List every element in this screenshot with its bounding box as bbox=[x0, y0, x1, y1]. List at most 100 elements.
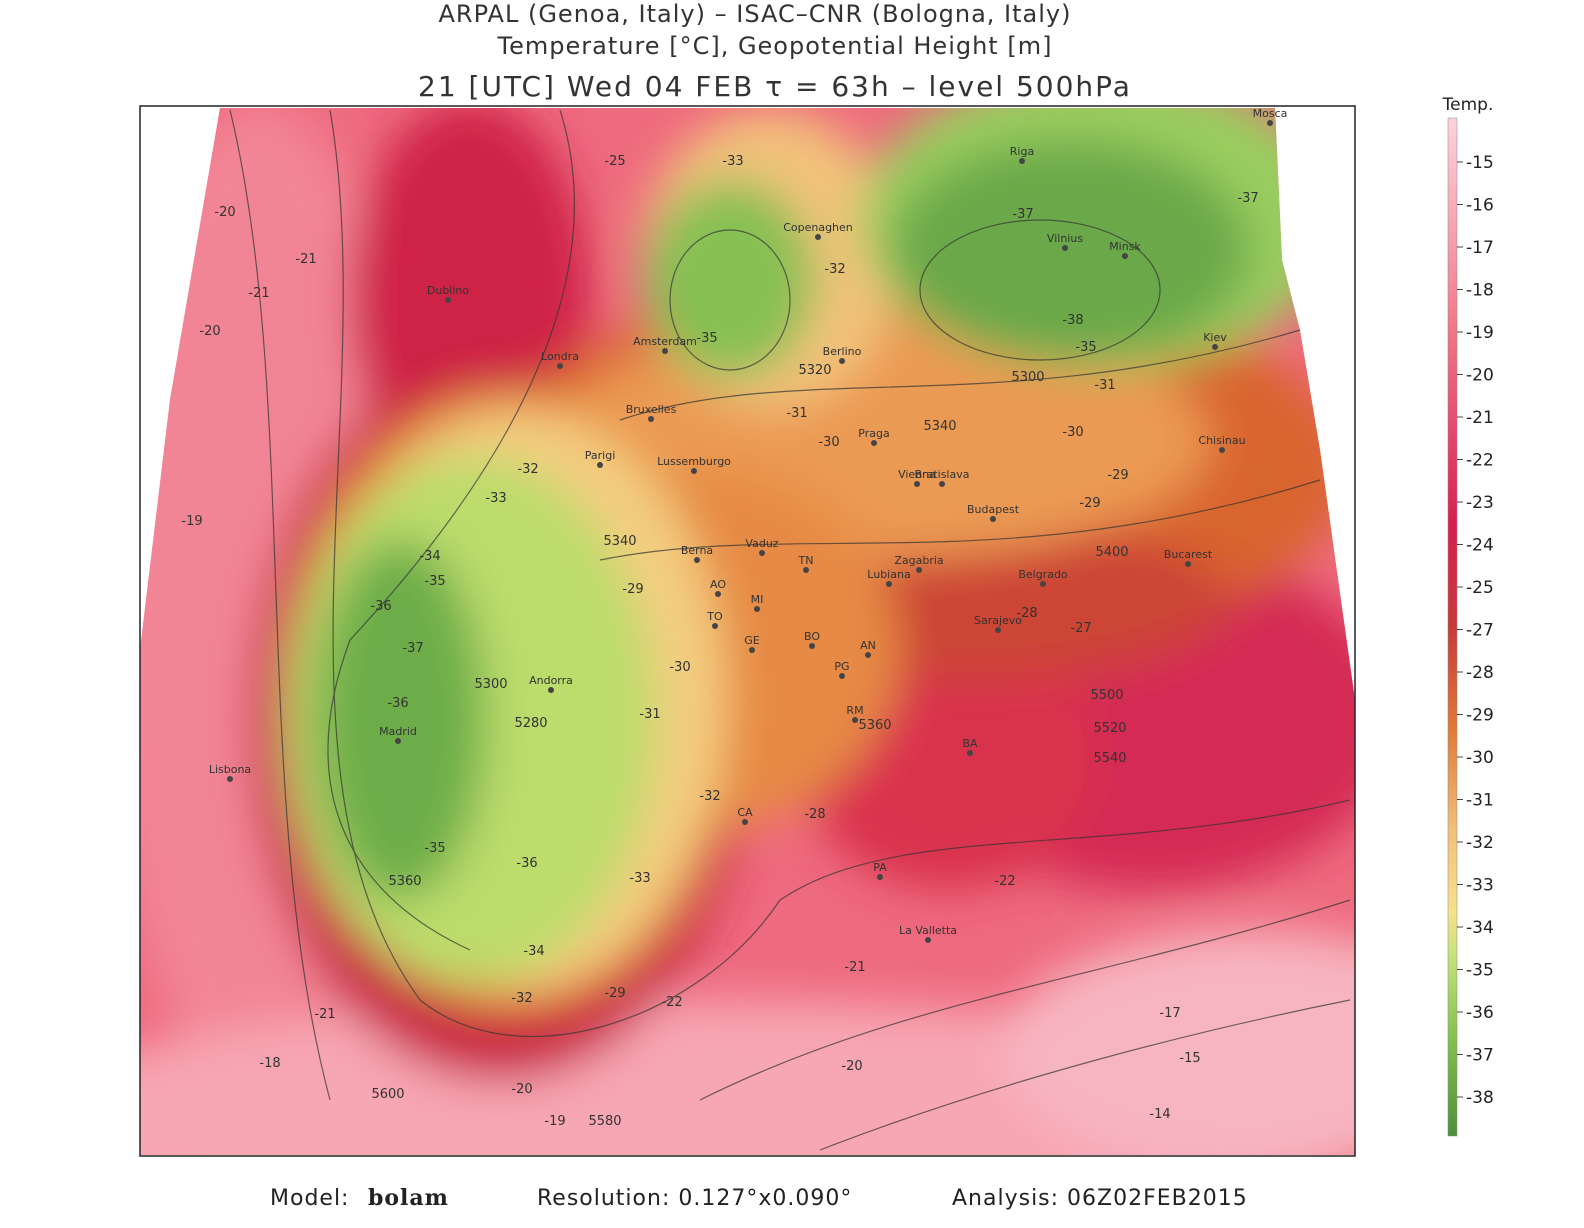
city-label: Vilnius bbox=[1047, 232, 1083, 245]
city-label: PG bbox=[834, 660, 849, 673]
contour-label: -17 bbox=[1159, 1006, 1180, 1021]
map-frame bbox=[139, 105, 1356, 1157]
contour-label: -25 bbox=[604, 154, 625, 169]
colorbar-tick-label: -19 bbox=[1466, 323, 1494, 343]
colorbar-tick-label: -27 bbox=[1466, 621, 1494, 641]
contour-label: 5600 bbox=[371, 1087, 404, 1102]
colorbar-tick-label: -24 bbox=[1466, 536, 1494, 556]
city-dot bbox=[877, 874, 883, 880]
colorbar-tick-label: -21 bbox=[1466, 408, 1494, 428]
city-label: Copenaghen bbox=[783, 221, 853, 234]
city-label: Riga bbox=[1010, 145, 1034, 158]
contour-label: -30 bbox=[818, 435, 839, 450]
contour-label: -18 bbox=[259, 1056, 280, 1071]
colorbar-tick-label: -20 bbox=[1466, 366, 1494, 386]
contour-label: -27 bbox=[1070, 621, 1091, 636]
contour-label: -33 bbox=[722, 154, 743, 169]
contour-label: -29 bbox=[1079, 496, 1100, 511]
temperature-field bbox=[140, 108, 1355, 1155]
city-dot bbox=[939, 481, 945, 487]
city-label: GE bbox=[744, 634, 760, 647]
contour-label: 5520 bbox=[1093, 721, 1126, 736]
city-dot bbox=[839, 673, 845, 679]
contour-label: -32 bbox=[699, 789, 720, 804]
colorbar-ticks: -15 -16 -17 -18 -19 -20 -21 -22 -23 -24 -25 -27 -28 -… bbox=[1457, 153, 1494, 1108]
contour-label: 5540 bbox=[1093, 751, 1126, 766]
colorbar-tick-label: -23 bbox=[1466, 493, 1494, 513]
colorbar-tick-label: -25 bbox=[1466, 578, 1494, 598]
city-dot bbox=[925, 937, 931, 943]
contour-label: -22 bbox=[994, 874, 1015, 889]
contour-label: -35 bbox=[1075, 340, 1096, 355]
contour-label: 5340 bbox=[923, 419, 956, 434]
city-dot bbox=[759, 550, 765, 556]
colorbar-tick-label: -35 bbox=[1466, 961, 1494, 981]
colorbar-tick-label: -28 bbox=[1466, 663, 1494, 683]
city-dot bbox=[557, 363, 563, 369]
contour-label: -22 bbox=[661, 995, 682, 1010]
footer-model: bolam bbox=[368, 1185, 449, 1211]
contour-label: -38 bbox=[1062, 313, 1083, 328]
contour-label: -36 bbox=[516, 856, 537, 871]
colorbar-tick-label: -36 bbox=[1466, 1003, 1494, 1023]
contour-label: -15 bbox=[1179, 1051, 1200, 1066]
city-dot bbox=[1219, 447, 1225, 453]
city-dot bbox=[990, 516, 996, 522]
footer-resolution: Resolution: 0.127°x0.090° bbox=[537, 1186, 852, 1211]
contour-label: -20 bbox=[199, 324, 220, 339]
contour-label: -34 bbox=[523, 944, 544, 959]
contour-label: 5500 bbox=[1090, 688, 1123, 703]
city-label: BO bbox=[804, 630, 820, 643]
contour-label: -29 bbox=[1107, 468, 1128, 483]
city-dot bbox=[445, 297, 451, 303]
contour-label: -31 bbox=[1094, 378, 1115, 393]
city-dot bbox=[712, 623, 718, 629]
city-dot bbox=[395, 738, 401, 744]
map-labels: Mosca Riga Vilnius Minsk Kiev Copenaghen Amste… bbox=[181, 107, 1287, 1129]
contour-label: -34 bbox=[419, 549, 440, 564]
contour-label: -31 bbox=[786, 406, 807, 421]
city-label: Lubiana bbox=[867, 568, 910, 581]
city-label: Belgrado bbox=[1018, 568, 1068, 581]
city-label: PA bbox=[873, 861, 887, 874]
city-label: Lussemburgo bbox=[657, 455, 731, 468]
contour-label: -31 bbox=[639, 707, 660, 722]
city-dot bbox=[839, 358, 845, 364]
city-label: Berlino bbox=[823, 345, 862, 358]
contour-label: -35 bbox=[424, 841, 445, 856]
colorbar-title: Temp. bbox=[1442, 95, 1494, 115]
contour-label: 5360 bbox=[388, 874, 421, 889]
colorbar-tick-label: -22 bbox=[1466, 451, 1494, 471]
city-dot bbox=[1122, 253, 1128, 259]
contour-label: -32 bbox=[517, 462, 538, 477]
city-dot bbox=[715, 591, 721, 597]
contour-label: -37 bbox=[1012, 207, 1033, 222]
city-label: RM bbox=[846, 704, 863, 717]
contours bbox=[229, 109, 1351, 1151]
footer-analysis: Analysis: 06Z02FEB2015 bbox=[952, 1186, 1248, 1211]
contour-label: -35 bbox=[696, 331, 717, 346]
colorbar-tick-label: -17 bbox=[1466, 238, 1494, 258]
contour-label: 5280 bbox=[514, 716, 547, 731]
city-dot bbox=[1267, 120, 1273, 126]
city-label: La Valletta bbox=[899, 924, 957, 937]
city-dot bbox=[1040, 581, 1046, 587]
colorbar-tick-label: -32 bbox=[1466, 833, 1494, 853]
contour-label: -21 bbox=[295, 252, 316, 267]
city-label: Amsterdam bbox=[633, 335, 697, 348]
contour-label: -33 bbox=[629, 871, 650, 886]
colorbar-tick-label: -16 bbox=[1466, 196, 1494, 216]
contour-label: -35 bbox=[424, 574, 445, 589]
header-line: Temperature [°C], Geopotential Height [m… bbox=[497, 32, 1053, 60]
city-label: Andorra bbox=[529, 674, 573, 687]
city-dot bbox=[648, 416, 654, 422]
contour-label: 5340 bbox=[603, 534, 636, 549]
contour-label: -20 bbox=[841, 1059, 862, 1074]
city-dot bbox=[967, 750, 973, 756]
city-dot bbox=[597, 462, 603, 468]
city-label: Budapest bbox=[967, 503, 1020, 516]
colorbar-tick-label: -30 bbox=[1466, 748, 1494, 768]
contour-label: -37 bbox=[1237, 191, 1258, 206]
contour-label: -14 bbox=[1149, 1107, 1170, 1122]
